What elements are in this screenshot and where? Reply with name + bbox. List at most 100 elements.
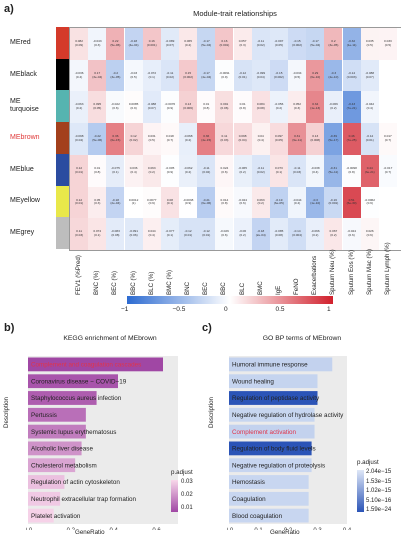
heatmap-cell: -0.12 (0.01) — [179, 218, 198, 250]
cell-pvalue: (0.03) — [75, 233, 84, 238]
cell-pvalue: (0.08) — [274, 233, 283, 238]
heatmap-cell: -0.17 (5e-04) — [197, 28, 216, 60]
cell-pvalue: (3e-05) — [328, 42, 339, 47]
cell-pvalue: (0.9) — [166, 106, 174, 111]
heatmap-cell: -0.077 (0.1) — [160, 218, 179, 250]
cell-correlation: 0.017 — [384, 134, 392, 139]
cell-correlation: 0.098 — [238, 134, 247, 139]
cell-pvalue: (0.04) — [238, 137, 247, 142]
trait-label: FeNO — [293, 278, 301, 295]
heatmap-cell: -0.044 (0.4) — [288, 186, 307, 219]
heatmap-cell: -0.065 (0.2) — [233, 154, 252, 187]
heatmap-cell: -0.03 (0.5) — [124, 59, 143, 92]
cell-correlation: -0.0098 — [346, 165, 357, 170]
cell-pvalue: (5e-04) — [201, 42, 212, 47]
cell-pvalue: (0.7) — [384, 169, 392, 174]
cell-correlation: 0.018 — [166, 134, 174, 139]
cell-correlation: 0.01 — [94, 165, 101, 170]
heatmap-cell: -0.22 (5e-06) — [88, 123, 107, 155]
cell-pvalue: (0.01) — [184, 233, 193, 238]
cell-pvalue: (0.02) — [256, 42, 265, 47]
heatmap-cell: 0.13 (0.006) — [179, 91, 198, 124]
heatmap-cell: -0.0091 (0.9) — [215, 59, 234, 92]
cell-correlation: 0.024 — [220, 165, 229, 170]
cell-pvalue: (0.5) — [293, 74, 301, 79]
cell-correlation: -0.056 — [274, 102, 284, 107]
cell-pvalue: (0.002) — [183, 74, 193, 79]
cell-correlation: 0.36 — [112, 134, 119, 139]
cell-correlation: -0.085 — [274, 229, 284, 234]
cell-pvalue: (0.02) — [165, 74, 174, 79]
cell-correlation: -0.0062 — [364, 197, 375, 202]
heatmap-cell: -0.2 (3e-05) — [106, 59, 125, 92]
cell-correlation: -0.063 — [74, 102, 84, 107]
bar-label: Complement activation — [232, 429, 297, 436]
cell-correlation: 0.2 — [331, 39, 336, 44]
heatmap-cell — [378, 59, 397, 92]
trait-label: Sputum Mac (%) — [365, 248, 373, 295]
cell-correlation: -0.16 — [329, 197, 337, 202]
heatmap-cell: -0.18 (2e-04) — [106, 186, 125, 219]
heatmap-cell: -0.056 (0.2) — [269, 91, 288, 124]
heatmap-cell: 0.026 (0.6) — [360, 218, 379, 250]
cell-pvalue: (0.07) — [365, 74, 374, 79]
heatmap-cell: 0.0085 (0.9) — [124, 91, 143, 124]
cell-correlation: 0.12 — [130, 134, 137, 139]
cell-pvalue: (0.01) — [238, 74, 247, 79]
cell-pvalue: (5e-06) — [92, 137, 103, 142]
cell-correlation: -0.11 — [257, 165, 265, 170]
heatmap-cell: 0.44 (3e-21) — [360, 154, 379, 187]
cell-pvalue: (0.1) — [166, 233, 174, 238]
legend-tick: 1.53e−15 — [366, 478, 392, 485]
x-tick-label: 0.2 — [284, 528, 293, 530]
bar — [28, 475, 65, 489]
cell-correlation: -0.005 — [165, 165, 175, 170]
heatmap-cell: -0.11 (0.02) — [197, 154, 216, 187]
cell-correlation: -0.18 — [111, 197, 119, 202]
heatmap-cell: 0.091 (0.06) — [215, 91, 234, 124]
cell-pvalue: (0.1) — [94, 233, 101, 238]
heatmap-cell: 0.067 (0.2) — [324, 218, 343, 250]
cell-pvalue: (5e-06) — [110, 42, 121, 47]
go-bar-chart: Humoral immune response Wound healing Regu… — [227, 356, 352, 530]
heatmap-cell: -0.32 (1e-11) — [342, 28, 361, 60]
heatmap-cell: 0.12 (0.01) — [70, 186, 89, 219]
heatmap-cell: -0.11 (0.02) — [160, 59, 179, 92]
bar — [28, 508, 54, 523]
trait-label: BBC — [220, 282, 228, 295]
heatmap-cell: 0.04 (0.4) — [251, 123, 270, 155]
heatmap-cell: 0.0012 (1) — [124, 186, 143, 219]
cell-correlation: 0.063 — [147, 165, 156, 170]
heatmap-cell: 0.018 (0.7) — [160, 123, 179, 155]
cell-pvalue: (0.04) — [256, 74, 265, 79]
heatmap-cell: -0.043 (0.3) — [88, 28, 107, 60]
heatmap-cell: -0.3 (1e-10) — [306, 186, 325, 219]
bar-label: Staphylococcus aureus infection — [31, 395, 122, 402]
heatmap-cell: 0.031 (0.5) — [142, 123, 161, 155]
heatmap-cell: 0.12 (0.02) — [124, 123, 143, 155]
bar-label: Hemostasis — [232, 479, 265, 486]
cell-pvalue: (0.08) — [256, 106, 265, 111]
heatmap-cell: 0.08 (0.1) — [160, 186, 179, 219]
heatmap-cell: 0.29 (6e-10) — [306, 59, 325, 92]
cell-pvalue: (6e-15) — [110, 137, 121, 142]
legend-tick: 5.10e−16 — [366, 497, 392, 504]
legend-tick: 0.01 — [181, 505, 193, 511]
module-label: ME turquoise — [10, 98, 39, 114]
cell-correlation: 0.04 — [257, 134, 264, 139]
heatmap-cell: 0.063 (0.2) — [251, 186, 270, 219]
cell-pvalue: (0.2) — [330, 106, 337, 111]
bar-label: Coagulation — [232, 496, 266, 503]
heatmap-cell: -0.12 (0.01) — [233, 59, 252, 92]
cell-correlation: -0.11 — [166, 70, 174, 75]
cell-correlation: 0.16 — [148, 39, 155, 44]
cell-pvalue: (7e-25) — [346, 137, 357, 142]
bar — [229, 441, 312, 456]
cell-pvalue: (0.5) — [148, 137, 155, 142]
cell-correlation: 0.084 — [256, 102, 265, 107]
trait-label: BEC (%) — [111, 270, 119, 295]
heatmap-cell: -0.3 (4e-10) — [324, 59, 343, 92]
cell-pvalue: (0.01) — [202, 233, 211, 238]
heatmap-cell: -0.088 (0.07) — [142, 91, 161, 124]
cell-correlation: -0.066 — [329, 102, 338, 107]
